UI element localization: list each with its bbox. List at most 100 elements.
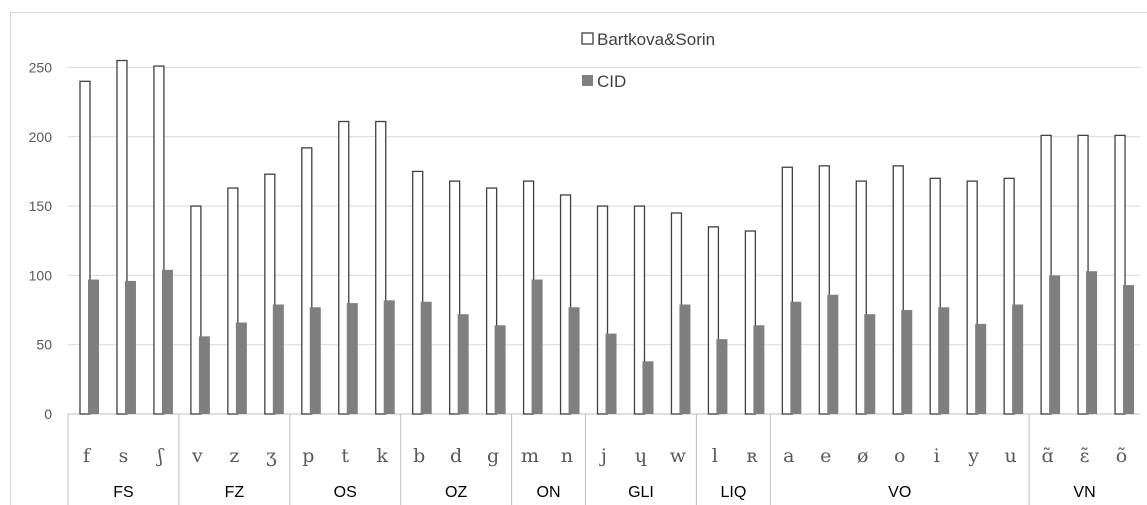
x-category-label: g (487, 445, 499, 467)
x-group-label: OS (334, 484, 357, 501)
bar-cid (235, 322, 247, 414)
x-category-label: a (783, 445, 794, 467)
bar-cid (864, 314, 876, 414)
x-category-label: ɑ̃ (1042, 445, 1054, 467)
bar-cid (901, 310, 913, 414)
bar-bartkova-sorin (966, 180, 978, 415)
x-category-label: k (376, 445, 388, 467)
bar-cid (309, 307, 321, 414)
x-category-label: i (934, 445, 940, 467)
bar-bartkova-sorin (264, 173, 276, 415)
x-category-label: v (191, 445, 203, 467)
y-tick-label: 100 (29, 267, 53, 283)
x-category-label: f (83, 445, 92, 467)
bar-bartkova-sorin (1003, 177, 1015, 415)
bar-cid (975, 323, 987, 414)
x-category-label: w (670, 445, 687, 467)
legend-label: CID (597, 72, 626, 91)
x-category-label: u (1004, 445, 1016, 467)
bar-bartkova-sorin (596, 205, 609, 415)
x-category-label: ø (857, 445, 868, 467)
bar-cid (346, 303, 358, 414)
x-category-label: ɥ (635, 445, 647, 467)
bar-cid (938, 307, 950, 414)
bar-cid (568, 307, 580, 414)
x-category-label: o (894, 445, 905, 467)
x-category-label: m (521, 445, 539, 467)
bar-bartkova-sorin (116, 59, 128, 415)
bar-bartkova-sorin (485, 187, 498, 415)
bar-cid (642, 361, 654, 414)
x-category-label: b (413, 445, 425, 467)
bar-cid (716, 339, 728, 414)
bar-bartkova-sorin (929, 177, 941, 415)
bar-cid (420, 301, 432, 414)
y-tick-label: 50 (36, 337, 52, 353)
x-category-label: y (967, 445, 979, 467)
x-group-label: FS (113, 484, 133, 501)
bar-bartkova-sorin (781, 166, 793, 415)
x-group-label: GLI (628, 484, 654, 501)
x-category-label: s (119, 445, 129, 467)
bar-cid (1012, 304, 1024, 414)
bar-cid (88, 279, 99, 414)
bar-cid (790, 301, 802, 414)
bar-bartkova-sorin (412, 170, 424, 415)
bar-bartkova-sorin (744, 230, 757, 415)
bar-cid (272, 304, 284, 414)
bar-bartkova-sorin (375, 120, 387, 415)
bar-bartkova-sorin (1114, 134, 1126, 415)
bar-cid (383, 300, 395, 414)
bar-cid (1049, 275, 1061, 414)
x-category-label: e (820, 445, 831, 467)
bar-bartkova-sorin (1040, 134, 1052, 415)
bar-bartkova-sorin (892, 165, 904, 415)
bar-bartkova-sorin (153, 65, 165, 415)
bar-bartkova-sorin (633, 205, 646, 415)
bar-bartkova-sorin (559, 194, 572, 415)
legend-label: Bartkova&Sorin (597, 30, 715, 49)
bar-bartkova-sorin (449, 180, 461, 415)
x-category-label: ɛ̃ (1080, 445, 1090, 467)
x-category-label: õ (1116, 445, 1127, 467)
bar-cid (753, 325, 765, 414)
x-group-label: VN (1073, 484, 1095, 501)
bar-cid (679, 304, 691, 414)
bar-bartkova-sorin (338, 120, 350, 415)
x-category-label: n (561, 445, 573, 467)
bar-bartkova-sorin (190, 205, 202, 415)
bar-bartkova-sorin (227, 187, 239, 415)
bar-bartkova-sorin (818, 165, 830, 415)
x-category-label: z (229, 445, 239, 467)
x-category-label: j (599, 445, 607, 467)
bar-cid (531, 279, 543, 414)
bar-bartkova-sorin (707, 226, 720, 415)
bar-bartkova-sorin (301, 147, 313, 415)
bar-cid (198, 336, 210, 414)
x-category-label: p (302, 445, 314, 467)
x-category-label: d (450, 445, 462, 467)
y-tick-label: 0 (44, 406, 52, 422)
bar-bartkova-sorin (855, 180, 867, 415)
y-tick-label: 250 (29, 59, 53, 75)
x-group-label: OZ (445, 484, 467, 501)
bar-cid (457, 314, 469, 414)
bar-cid (827, 294, 839, 414)
bar-cid (1086, 271, 1098, 414)
x-group-label: LIQ (720, 484, 746, 501)
x-group-label: FZ (225, 484, 245, 501)
x-group-label: ON (537, 484, 561, 501)
legend-swatch-cid (582, 75, 593, 86)
x-group-label: VO (888, 484, 911, 501)
bar-cid (124, 280, 136, 414)
bar-cid (494, 325, 506, 414)
legend-swatch-bartkova-sorin (581, 32, 594, 45)
x-category-label: l (712, 445, 718, 467)
bar-cid (161, 269, 173, 414)
bar-cid (605, 333, 617, 414)
bar-bartkova-sorin (79, 80, 91, 415)
x-category-label: ʀ (746, 445, 758, 467)
bar-cid (1123, 285, 1135, 414)
x-category-label: ʒ (266, 445, 277, 467)
